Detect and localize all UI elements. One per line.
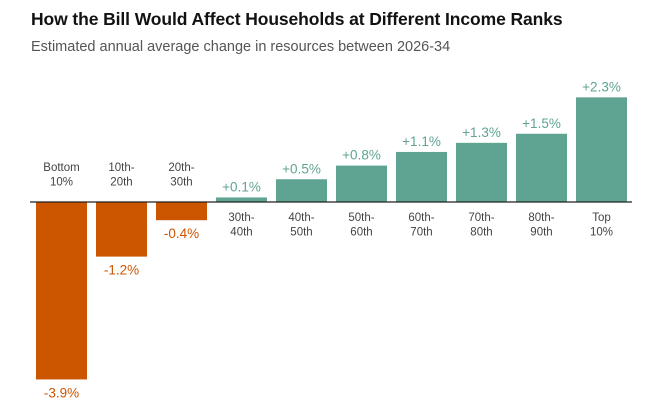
bar-4 (216, 197, 267, 202)
category-label-10: Top 10% (590, 212, 613, 239)
bar-10 (576, 97, 627, 202)
bar-2 (96, 202, 147, 257)
chart-title: How the Bill Would Affect Households at … (31, 9, 563, 29)
value-label-2: -1.2% (104, 263, 139, 278)
value-label-5: +0.5% (282, 161, 321, 176)
value-label-7: +1.1% (402, 134, 441, 149)
category-label-3: 20th-30th (168, 162, 194, 189)
category-label-7: 60th-70th (408, 212, 434, 239)
bar-9 (516, 133, 567, 202)
value-label-4: +0.1% (222, 179, 261, 194)
value-label-8: +1.3% (462, 125, 501, 140)
bar-5 (276, 179, 327, 202)
category-label-4: 30th-40th (228, 212, 254, 239)
bar-3 (156, 202, 207, 221)
bars-group (36, 97, 627, 380)
category-label-1: Bottom 10% (43, 162, 79, 189)
bar-7 (396, 151, 447, 202)
category-label-6: 50th-60th (348, 212, 374, 239)
value-label-1: -3.9% (44, 385, 79, 400)
bar-8 (456, 142, 507, 202)
value-label-9: +1.5% (522, 116, 561, 131)
category-label-5: 40th-50th (288, 212, 314, 239)
labels-group: -3.9% Bottom 10% -1.2% 10th-20th -0.4% 20th-30… (43, 79, 621, 400)
value-label-10: +2.3% (582, 79, 621, 94)
value-label-6: +0.8% (342, 148, 381, 163)
value-label-3: -0.4% (164, 226, 199, 241)
category-label-2: 10th-20th (108, 162, 134, 189)
bar-1 (36, 202, 87, 380)
category-label-9: 80th-90th (528, 212, 554, 239)
category-label-8: 70th-80th (468, 212, 494, 239)
bar-6 (336, 165, 387, 202)
chart-subtitle: Estimated annual average change in resou… (31, 39, 451, 55)
